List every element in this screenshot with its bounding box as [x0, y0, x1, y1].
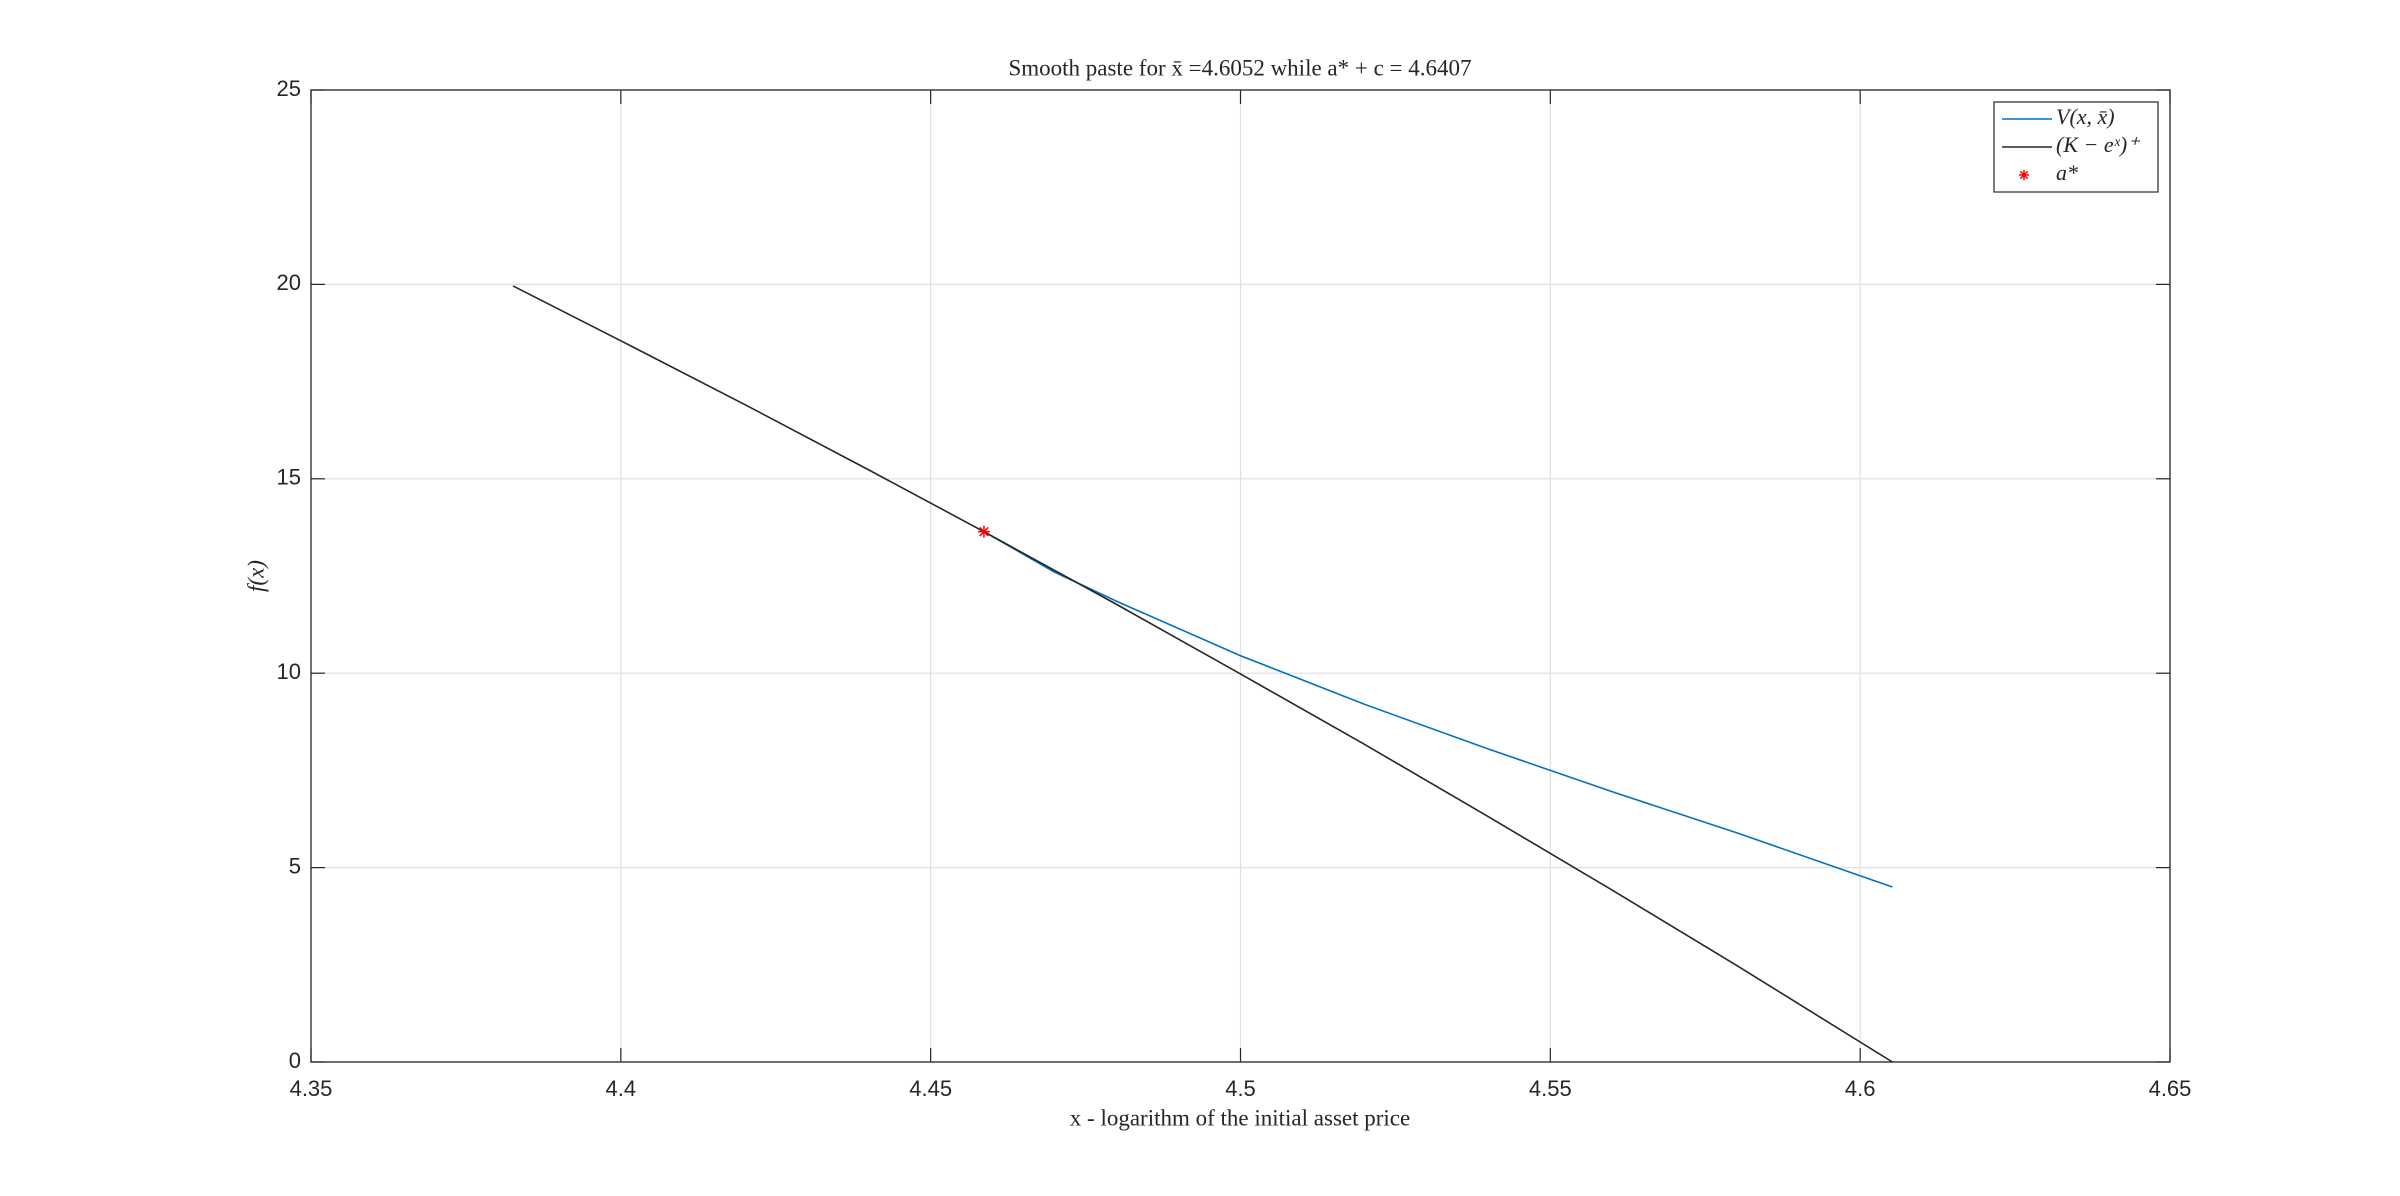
x-tick-label: 4.4 [606, 1076, 637, 1101]
x-tick-label: 4.35 [290, 1076, 333, 1101]
point [977, 525, 990, 538]
chart-title: Smooth paste for x̄ =4.6052 while a* + c… [1008, 55, 1471, 80]
x-tick-label: 4.55 [1529, 1076, 1572, 1101]
axes-box [310, 89, 2171, 1063]
x-tick-label: 4.65 [2149, 1076, 2192, 1101]
y-tick-label: 10 [277, 659, 301, 684]
x-axis-label: x - logarithm of the initial asset price [1070, 1105, 1410, 1130]
legend-marker [2019, 170, 2029, 180]
legend-label: V(x, x̄) [2056, 104, 2115, 129]
y-tick-label: 0 [289, 1048, 301, 1073]
y-tick-label: 15 [277, 465, 301, 490]
y-tick-label: 20 [277, 270, 301, 295]
y-tick-label: 25 [277, 76, 301, 101]
legend-label: (K − eˣ)⁺ [2056, 132, 2141, 157]
legend-label: a* [2056, 160, 2078, 185]
x-tick-label: 4.6 [1845, 1076, 1876, 1101]
x-tick-label: 4.45 [909, 1076, 952, 1101]
line [512, 285, 1893, 1063]
y-axis-label: f(x) [243, 560, 268, 592]
x-tick-label: 4.5 [1225, 1076, 1256, 1101]
y-tick-label: 5 [289, 853, 301, 878]
